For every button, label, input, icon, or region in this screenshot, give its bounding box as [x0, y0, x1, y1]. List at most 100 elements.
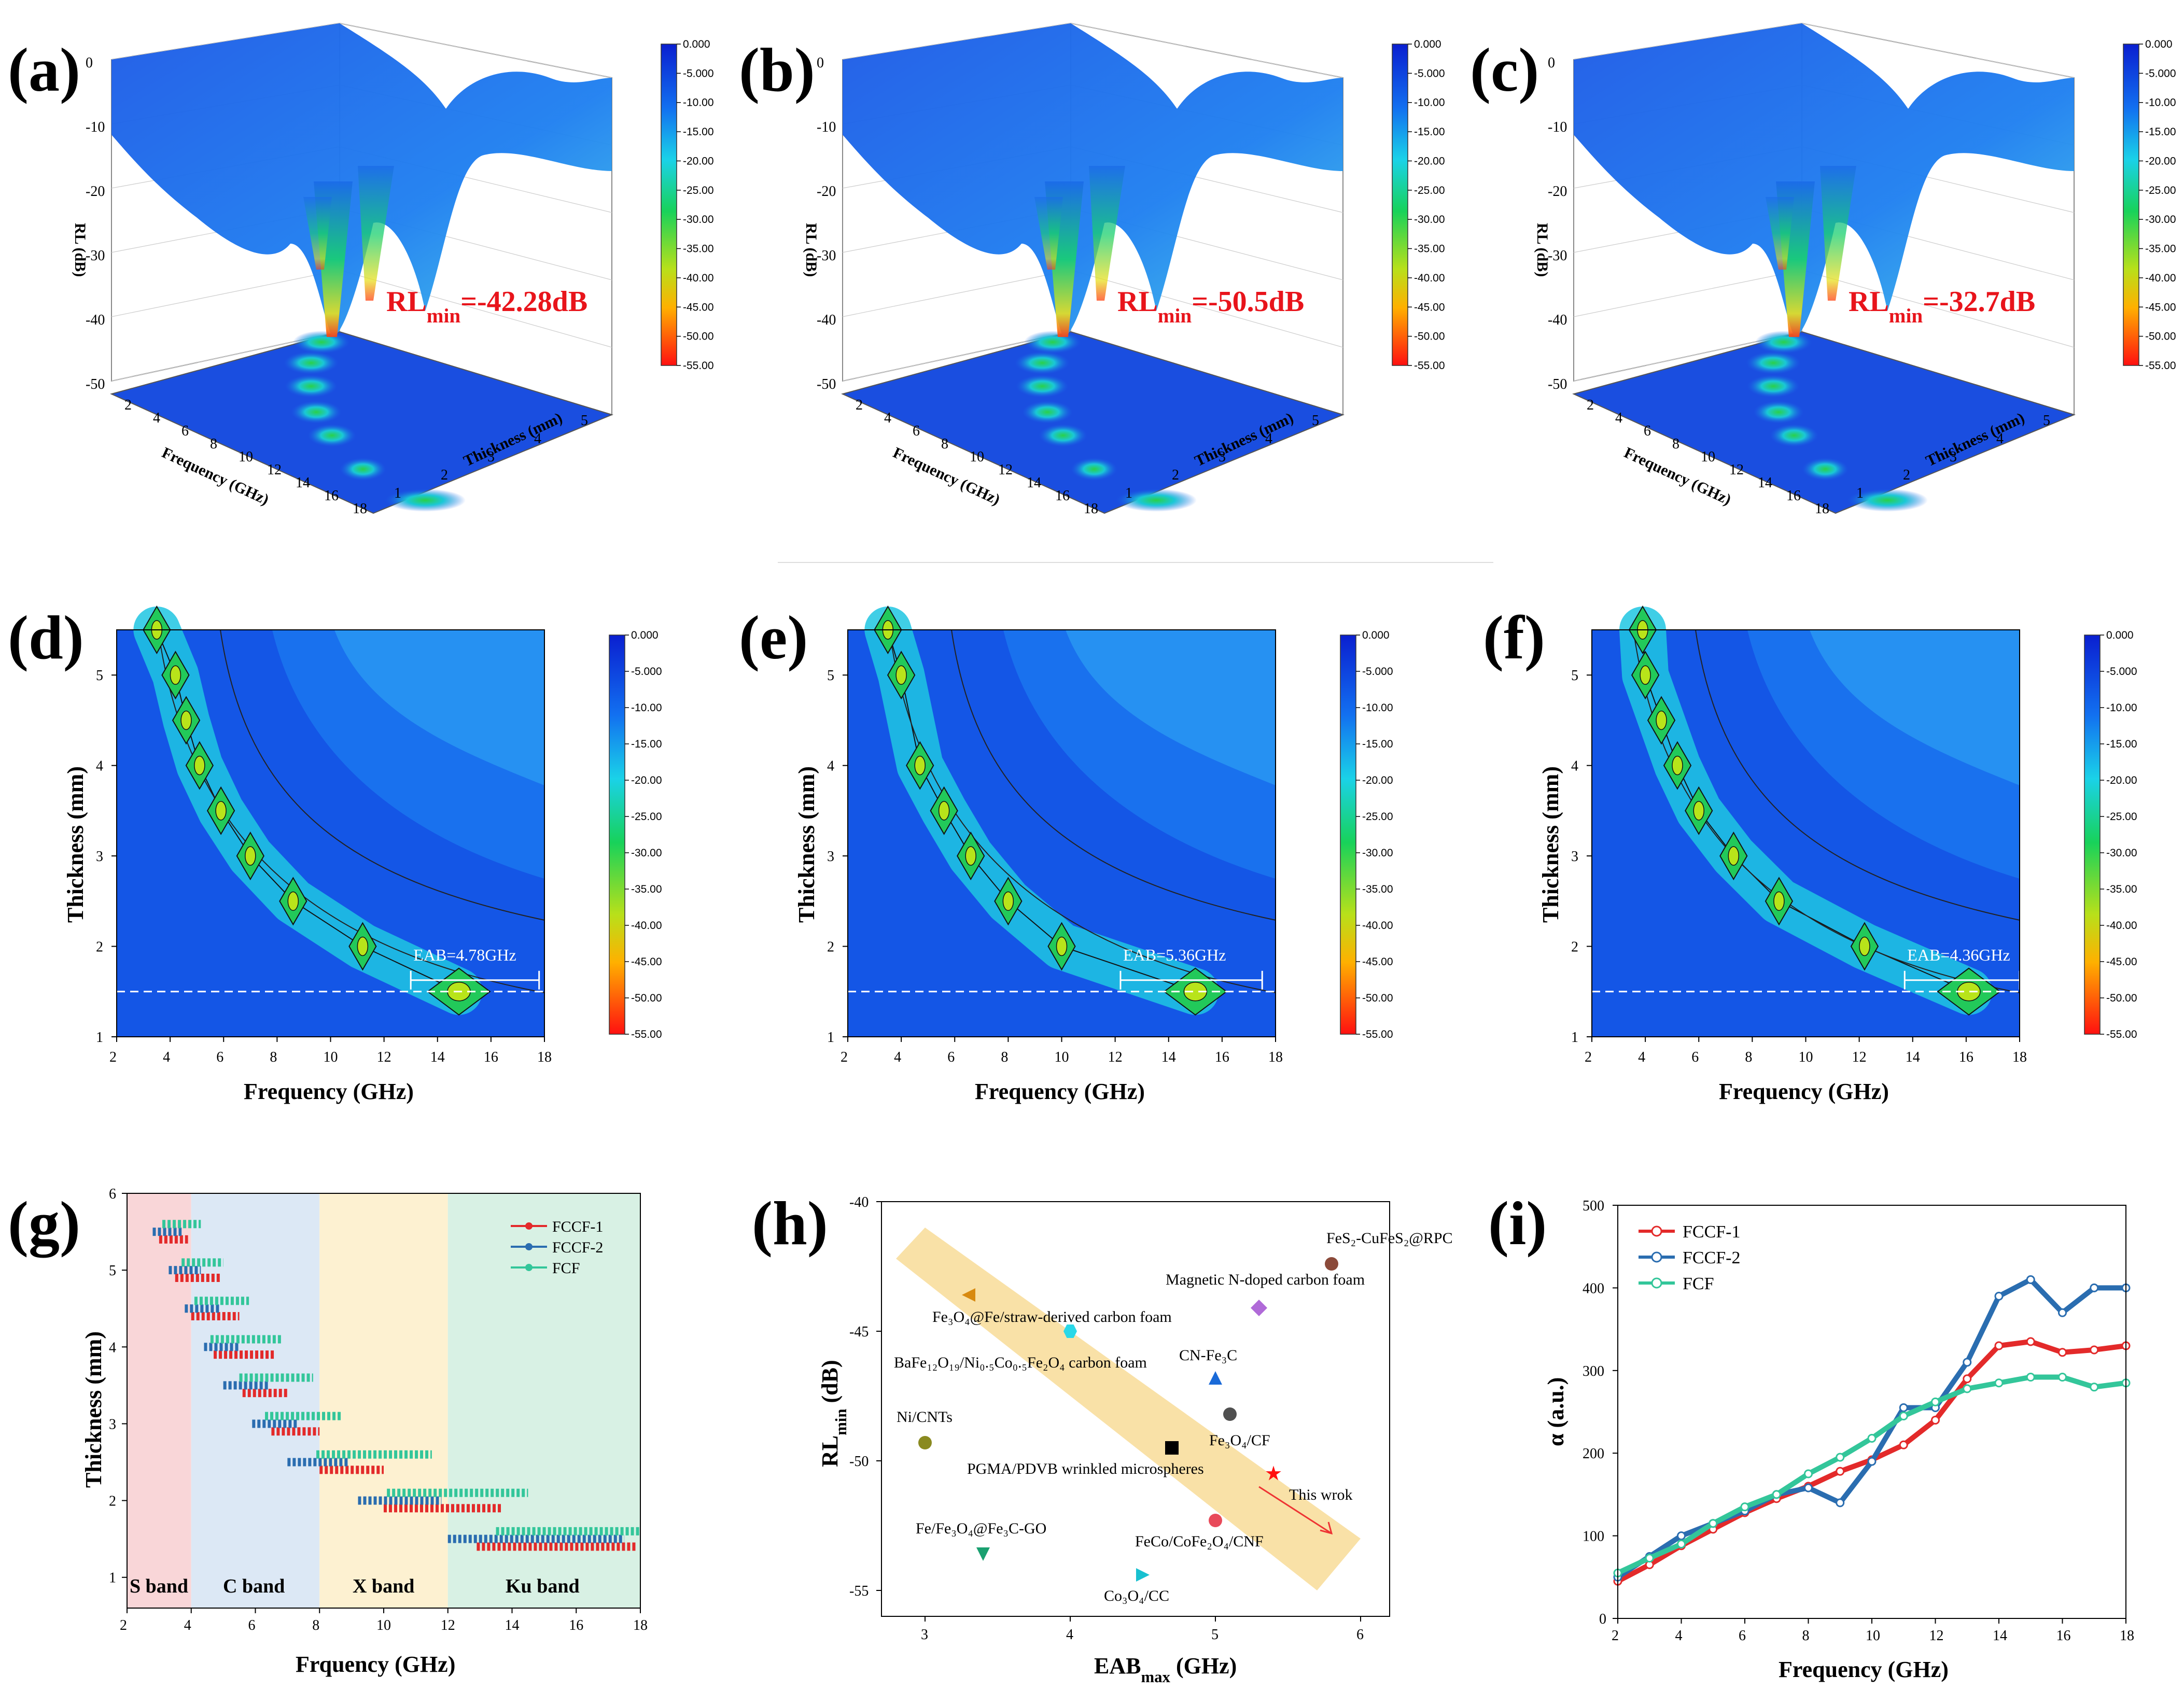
colorbar-label: -40.00	[2145, 272, 2176, 284]
series-marker	[2090, 1283, 2099, 1292]
colorbar-scale	[2084, 635, 2101, 1035]
colorbar-label: -55.00	[1414, 360, 1445, 372]
x-tick: 4	[1066, 1627, 1073, 1643]
x-tick: 10	[376, 1617, 391, 1633]
series-marker	[1772, 1490, 1781, 1499]
band-label: Ku band	[506, 1575, 580, 1597]
colorbar-label: -5.000	[1362, 666, 1393, 678]
rl-min-annotation-tail: =-42.28dB	[460, 286, 587, 318]
trend-band	[896, 1228, 1361, 1590]
x-tick: 18	[353, 501, 367, 517]
colorbar-label: -15.00	[1414, 126, 1445, 138]
y-tick: 5	[2043, 413, 2050, 429]
y-axis-label: Thickness (mm)	[81, 1331, 106, 1488]
axes-box	[881, 1201, 1390, 1617]
x-tick: 2	[1587, 397, 1594, 413]
legend-marker	[525, 1264, 533, 1271]
rl-min-annotation-sub: min	[427, 305, 461, 327]
panel-label: (b)	[739, 35, 815, 104]
colorbar-label: -55.00	[631, 1028, 662, 1040]
x-tick: 10	[1055, 1049, 1069, 1065]
colorbar-label: -30.00	[631, 847, 662, 859]
legend-marker	[1651, 1277, 1662, 1289]
y-tick: 6	[109, 1186, 116, 1202]
colorbar: 0.000 -5.000 -10.00 -15.00 -20.00 -25.00 -30.0…	[1392, 38, 1445, 372]
x-tick: 18	[1815, 501, 1829, 517]
legend-label: FCCF-2	[552, 1239, 603, 1256]
panel-label: (f)	[1483, 603, 1545, 672]
y-axis-label-main: RL	[817, 1435, 843, 1467]
minimum-core	[357, 936, 369, 956]
band-region	[127, 1193, 191, 1608]
contour-band	[1810, 630, 2020, 785]
x-tick: 5	[1211, 1627, 1219, 1643]
x-axis-label: Frequency (GHz)	[1779, 1657, 1949, 1682]
x-tick: 12	[1929, 1628, 1944, 1644]
data-point	[1266, 1465, 1281, 1481]
colorbar-label: -55.00	[2145, 360, 2176, 372]
floor-minimum	[385, 489, 466, 512]
y-axis-label: Thickness (mm)	[794, 766, 819, 923]
x-axis-label: Frequency (GHz)	[244, 1079, 414, 1104]
y-tick: 0	[1599, 1611, 1606, 1627]
rl-min-annotation-sub: min	[1158, 305, 1192, 327]
point-label: BaFe₁₂O₁₉/Ni₀.₅Co₀.₅Fe₂O₄ carbon foam	[894, 1354, 1147, 1371]
minimum-core	[965, 846, 976, 866]
series-marker	[1804, 1469, 1813, 1478]
series-marker	[1804, 1483, 1813, 1492]
x-tick: 8	[210, 436, 217, 452]
point-label: PGMA/PDVB wrinkled microspheres	[967, 1460, 1204, 1477]
minimum-core	[1183, 982, 1208, 1002]
series-marker	[2058, 1348, 2067, 1357]
x-tick: 12	[998, 462, 1013, 478]
x-tick: 8	[270, 1049, 277, 1065]
x-tick: 3	[921, 1627, 928, 1643]
y-tick: 2	[1571, 939, 1578, 955]
x-tick: 8	[1802, 1628, 1810, 1644]
z-tick: 0	[817, 55, 824, 71]
trend-arrowhead	[1320, 1521, 1333, 1535]
x-tick: 12	[441, 1617, 455, 1633]
grid-line	[1801, 23, 2075, 78]
minimum-core	[1693, 801, 1704, 821]
data-point	[1136, 1568, 1150, 1582]
colorbar-label: -15.00	[631, 738, 662, 750]
data-point	[1209, 1514, 1222, 1527]
y-tick: 3	[827, 849, 834, 865]
minimum-core	[194, 755, 205, 776]
x-tick: 16	[1215, 1049, 1229, 1065]
colorbar-label: 0.000	[2106, 629, 2134, 641]
x-tick: 8	[1745, 1049, 1752, 1065]
colorbar-label: 0.000	[1362, 629, 1390, 641]
floor-map	[110, 331, 613, 514]
y-tick: 4	[1571, 758, 1578, 774]
contour-line	[951, 629, 1276, 921]
series-marker	[1931, 1397, 1940, 1406]
x-tick: 4	[1638, 1049, 1645, 1065]
colorbar-label: -55.00	[683, 360, 714, 372]
x-tick: 18	[537, 1049, 552, 1065]
z-tick: -30	[86, 248, 105, 264]
x-tick: 4	[1675, 1628, 1683, 1644]
minimum-core	[170, 665, 181, 685]
colorbar-label: -45.00	[2145, 301, 2176, 313]
colorbar-label: -35.00	[2106, 883, 2137, 895]
y-axis-label: RLmin (dB)	[817, 1360, 850, 1467]
y-tick: 5	[581, 413, 588, 429]
series-marker	[1931, 1415, 1940, 1425]
point-label: Fe₃O₄/CF	[1209, 1432, 1270, 1449]
x-axis-label: Frequency (GHz)	[975, 1079, 1145, 1104]
series-marker	[1994, 1378, 2004, 1388]
minimum-core	[1773, 891, 1785, 911]
colorbar-scale	[2123, 44, 2139, 366]
point-label: Fe/Fe₃O₄@Fe₃C-GO	[916, 1520, 1046, 1537]
colorbar-label: 0.000	[683, 38, 710, 50]
data-point	[1325, 1257, 1338, 1271]
y-tick: 500	[1583, 1198, 1604, 1214]
z-tick: -40	[1548, 312, 1567, 328]
y-tick: 300	[1583, 1363, 1604, 1379]
minimum-core	[1672, 755, 1683, 776]
